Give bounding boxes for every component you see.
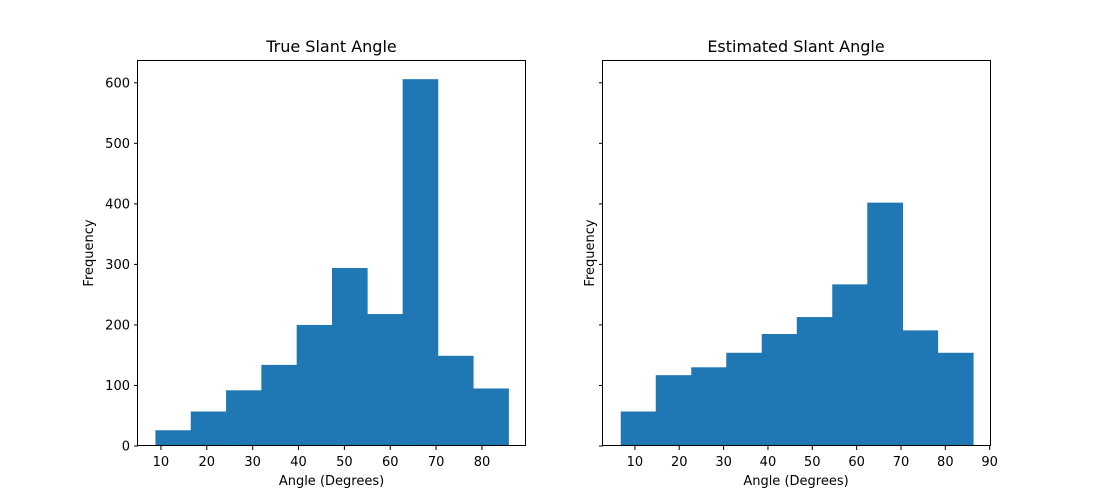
y-axis-label: Frequency — [82, 219, 97, 286]
bars-group — [620, 202, 974, 446]
histogram-bar — [367, 314, 403, 446]
x-tick-label: 80 — [474, 455, 491, 470]
x-tick-label: 30 — [244, 455, 261, 470]
y-ticks: 0 100 200 300 400 500 600 — [105, 76, 138, 455]
x-tick-label: 50 — [336, 455, 353, 470]
y-tick-label: 100 — [105, 379, 130, 394]
y-tick-label: 200 — [105, 318, 130, 333]
histogram-bar — [832, 284, 868, 446]
histogram-bar — [796, 317, 833, 446]
chart-title: True Slant Angle — [265, 37, 397, 56]
histogram-bar — [620, 411, 657, 446]
y-tick-label: 300 — [105, 258, 130, 273]
histogram-bar — [190, 411, 227, 446]
x-tick-label: 30 — [715, 455, 732, 470]
x-ticks: 10 20 30 40 50 60 70 80 — [153, 446, 491, 470]
histogram-bar — [261, 364, 297, 446]
bars-group — [155, 79, 509, 447]
histogram-bar — [867, 202, 904, 446]
histogram-bar — [296, 324, 333, 446]
histogram-bar — [155, 430, 192, 446]
histogram-bar — [937, 352, 974, 446]
y-tick-label: 500 — [105, 137, 130, 152]
x-tick-label: 50 — [804, 455, 821, 470]
x-tick-label: 70 — [893, 455, 910, 470]
x-axis-label: Angle (Degrees) — [743, 474, 848, 489]
axes-frame — [602, 60, 991, 446]
histogram-bar — [691, 367, 727, 446]
histogram-bar — [226, 390, 262, 446]
x-tick-label: 20 — [671, 455, 688, 470]
histogram-bar — [655, 375, 692, 446]
y-axis-label: Frequency — [583, 219, 598, 286]
y-tick-label: 600 — [105, 76, 130, 91]
y-tick-label: 400 — [105, 197, 130, 212]
histogram-bar — [437, 355, 474, 446]
histogram-true-slant-angle: True Slant Angle 10 20 30 40 50 60 70 80 0 100 20… — [82, 37, 526, 489]
chart-title: Estimated Slant Angle — [707, 37, 884, 56]
x-axis-label: Angle (Degrees) — [279, 474, 384, 489]
histogram-bar — [473, 388, 509, 446]
x-tick-label: 10 — [627, 455, 644, 470]
x-tick-label: 40 — [760, 455, 777, 470]
histogram-bar — [902, 330, 939, 446]
x-tick-label: 90 — [981, 455, 998, 470]
histogram-bar — [332, 268, 368, 446]
x-tick-label: 60 — [848, 455, 865, 470]
histogram-estimated-slant-angle: Estimated Slant Angle 10 20 30 40 50 60 70 80 90… — [583, 37, 998, 489]
x-tick-label: 20 — [199, 455, 216, 470]
histogram-bar — [761, 334, 798, 446]
x-tick-label: 60 — [382, 455, 399, 470]
histogram-bar — [726, 352, 763, 446]
x-ticks: 10 20 30 40 50 60 70 80 90 — [627, 446, 998, 470]
histogram-bar — [402, 79, 439, 447]
y-tick-label: 0 — [122, 440, 130, 455]
x-tick-label: 80 — [937, 455, 954, 470]
y-ticks — [599, 82, 603, 447]
x-tick-label: 70 — [428, 455, 445, 470]
x-tick-label: 40 — [290, 455, 307, 470]
axes-frame — [137, 60, 526, 446]
x-tick-label: 10 — [153, 455, 170, 470]
